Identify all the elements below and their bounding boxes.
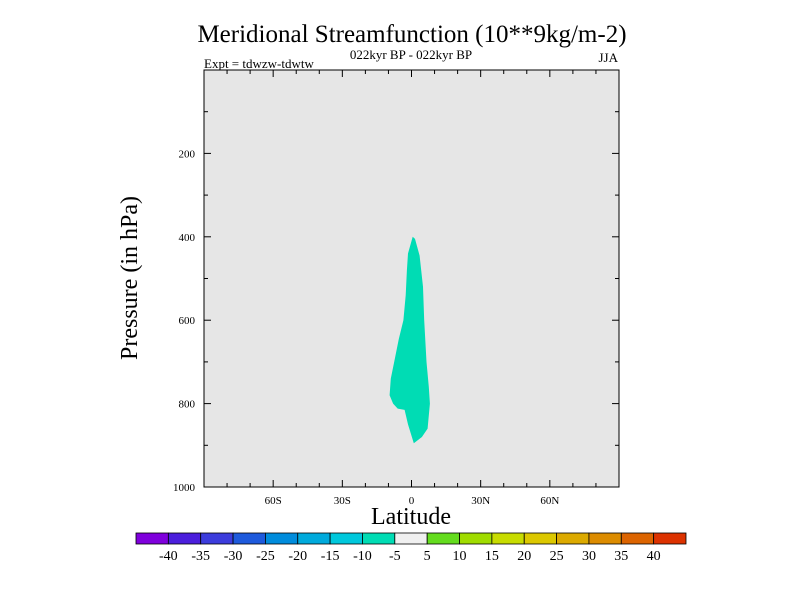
colorbar-label: 40 — [647, 549, 661, 564]
colorbar-swatch — [232, 532, 266, 545]
colorbar-swatch — [491, 532, 525, 545]
colorbar-label: -15 — [321, 549, 340, 564]
colorbar-swatch — [523, 532, 557, 545]
colorbar-label: 15 — [485, 549, 499, 564]
y-axis-label: Pressure (in hPa) — [117, 196, 143, 360]
colorbar-label: 30 — [582, 549, 596, 564]
y-tick-label: 400 — [179, 232, 196, 244]
x-axis-label: Latitude — [371, 504, 451, 530]
colorbar-label: -5 — [389, 549, 401, 564]
x-tick-label: 0 — [409, 495, 415, 507]
x-tick-label: 30S — [334, 495, 351, 507]
colorbar-label: -40 — [159, 549, 178, 564]
colorbar-swatch — [394, 532, 428, 545]
colorbar-label: 5 — [424, 549, 431, 564]
colorbar-swatch — [265, 532, 299, 545]
colorbar-swatch — [362, 532, 396, 545]
colorbar-swatch — [200, 532, 234, 545]
colorbar-label: 20 — [517, 549, 531, 564]
colorbar-swatch — [556, 532, 590, 545]
colorbar-label: 10 — [453, 549, 467, 564]
x-tick-label: 30N — [471, 495, 490, 507]
x-tick-label: 60N — [540, 495, 559, 507]
colorbar-swatch — [620, 532, 655, 545]
colorbar-swatch — [588, 532, 622, 545]
x-tick-label: 60S — [265, 495, 282, 507]
colorbar-label: 35 — [614, 549, 628, 564]
colorbar-label: -35 — [191, 549, 210, 564]
y-tick-label: 600 — [179, 315, 196, 327]
colorbar-swatch — [459, 532, 493, 545]
chart-title: Meridional Streamfunction (10**9kg/m-2) — [197, 21, 626, 48]
chart-subtitle-center: 022kyr BP - 022kyr BP — [350, 47, 472, 62]
colorbar-label: -20 — [288, 549, 307, 564]
streamfunction-region — [389, 236, 430, 444]
colorbar-swatch — [329, 532, 363, 545]
colorbar-swatch — [426, 532, 460, 545]
y-tick-label: 800 — [179, 399, 196, 411]
y-tick-label: 1000 — [173, 482, 196, 494]
colorbar-label: -25 — [256, 549, 275, 564]
colorbar-label: 25 — [550, 549, 564, 564]
colorbar: -40 -35 -30 -25 -20 -15 -10 -5 5 10 15 20 25 30 35 40 — [135, 532, 687, 564]
plot-area: 60S 30S 0 30N 60N 200 400 600 800 1000 — [173, 69, 620, 507]
colorbar-swatch — [297, 532, 331, 545]
colorbar-label: -10 — [353, 549, 372, 564]
colorbar-swatch — [653, 532, 687, 545]
colorbar-swatch — [135, 532, 169, 545]
colorbar-swatch — [167, 532, 202, 545]
colorbar-label: -30 — [224, 549, 243, 564]
chart-subtitle-right: JJA — [598, 50, 618, 65]
y-tick-label: 200 — [179, 148, 196, 160]
chart-subtitle-left: Expt = tdwzw-tdwtw — [204, 56, 314, 71]
